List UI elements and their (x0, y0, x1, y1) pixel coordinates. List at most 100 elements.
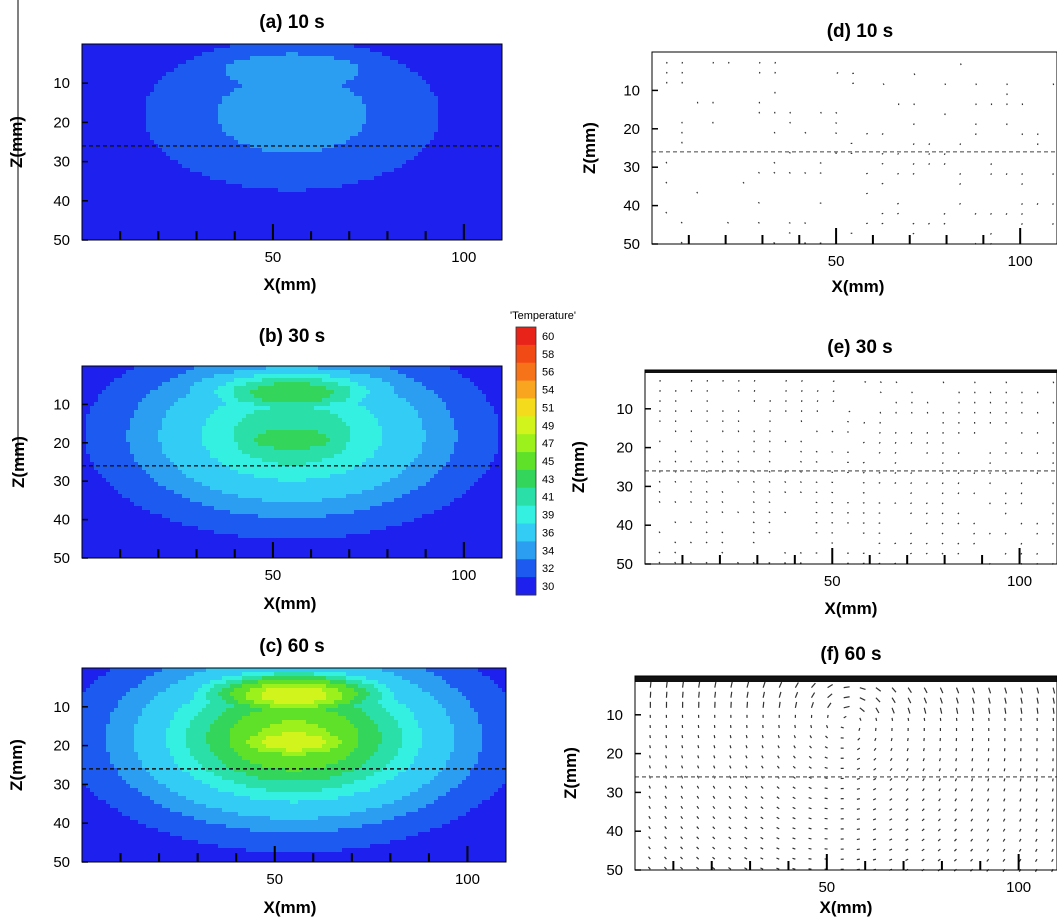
contour-cell (374, 112, 378, 116)
contour-cell (114, 430, 118, 434)
contour-cell (206, 60, 210, 64)
contour-cell (370, 418, 374, 422)
contour-cell (310, 470, 314, 474)
contour-cell (86, 446, 90, 450)
contour-cell (258, 44, 262, 48)
contour-cell (274, 454, 278, 458)
contour-cell (234, 446, 238, 450)
contour-cell (226, 462, 230, 466)
contour-cell (318, 68, 322, 72)
contour-cell (106, 414, 110, 418)
contour-cell (358, 152, 362, 156)
contour-cell (418, 84, 422, 88)
contour-cell (258, 180, 262, 184)
contour-cell (386, 100, 390, 104)
contour-cell (270, 438, 274, 442)
contour-cell (230, 132, 234, 136)
contour-cell (250, 72, 254, 76)
contour-cell (142, 378, 146, 382)
contour-cell (350, 168, 354, 172)
contour-cell (234, 370, 238, 374)
contour-cell (158, 366, 162, 370)
contour-cell (146, 100, 150, 104)
contour-cell (158, 414, 162, 418)
contour-cell (214, 446, 218, 450)
contour-cell (134, 370, 138, 374)
contour-cell (342, 418, 346, 422)
contour-cell (198, 406, 202, 410)
contour-cell (238, 402, 242, 406)
contour-cell (314, 44, 318, 48)
contour-cell (298, 438, 302, 442)
contour-cell (242, 410, 246, 414)
contour-cell (214, 148, 218, 152)
contour-cell (362, 56, 366, 60)
contour-cell (334, 132, 338, 136)
contour-cell (442, 442, 446, 446)
contour-cell (358, 434, 362, 438)
contour-cell (338, 458, 342, 462)
contour-cell (338, 152, 342, 156)
contour-cell (374, 442, 378, 446)
contour-cell (218, 470, 222, 474)
contour-cell (214, 470, 218, 474)
contour-cell (338, 370, 342, 374)
contour-cell (254, 474, 258, 478)
contour-cell (114, 458, 118, 462)
contour-cell (378, 466, 382, 470)
contour-cell (358, 168, 362, 172)
contour-cell (262, 462, 266, 466)
contour-cell (350, 92, 354, 96)
contour-cell (366, 76, 370, 80)
contour-cell (342, 366, 346, 370)
contour-cell (286, 52, 290, 56)
contour-cell (386, 382, 390, 386)
contour-cell (342, 136, 346, 140)
contour-cell (286, 450, 290, 454)
contour-cell (186, 116, 190, 120)
contour-cell (214, 366, 218, 370)
contour-cell (354, 382, 358, 386)
contour-cell (254, 450, 258, 454)
contour-cell (326, 394, 330, 398)
contour-cell (266, 96, 270, 100)
contour-cell (294, 382, 298, 386)
contour-cell (374, 422, 378, 426)
contour-cell (210, 88, 214, 92)
contour-cell (414, 108, 418, 112)
contour-cell (430, 414, 434, 418)
contour-cell (158, 378, 162, 382)
contour-cell (146, 366, 150, 370)
contour-cell (118, 394, 122, 398)
contour-cell (362, 414, 366, 418)
contour-cell (286, 474, 290, 478)
contour-cell (98, 466, 102, 470)
contour-cell (414, 152, 418, 156)
contour-cell (442, 450, 446, 454)
contour-cell (158, 116, 162, 120)
contour-cell (286, 470, 290, 474)
contour-cell (286, 188, 290, 192)
contour-cell (318, 406, 322, 410)
contour-cell (214, 450, 218, 454)
contour-cell (342, 458, 346, 462)
contour-cell (130, 434, 134, 438)
contour-cell (358, 144, 362, 148)
contour-cell (230, 426, 234, 430)
contour-cell (210, 52, 214, 56)
contour-cell (294, 92, 298, 96)
contour-cell (314, 180, 318, 184)
contour-cell (166, 458, 170, 462)
contour-cell (122, 430, 126, 434)
contour-cell (274, 44, 278, 48)
contour-cell (158, 124, 162, 128)
contour-cell (226, 120, 230, 124)
contour-cell (118, 470, 122, 474)
contour-cell (302, 180, 306, 184)
contour-cell (154, 386, 158, 390)
contour-cell (306, 454, 310, 458)
contour-cell (394, 136, 398, 140)
contour-cell (346, 446, 350, 450)
contour-cell (282, 124, 286, 128)
contour-cell (330, 84, 334, 88)
